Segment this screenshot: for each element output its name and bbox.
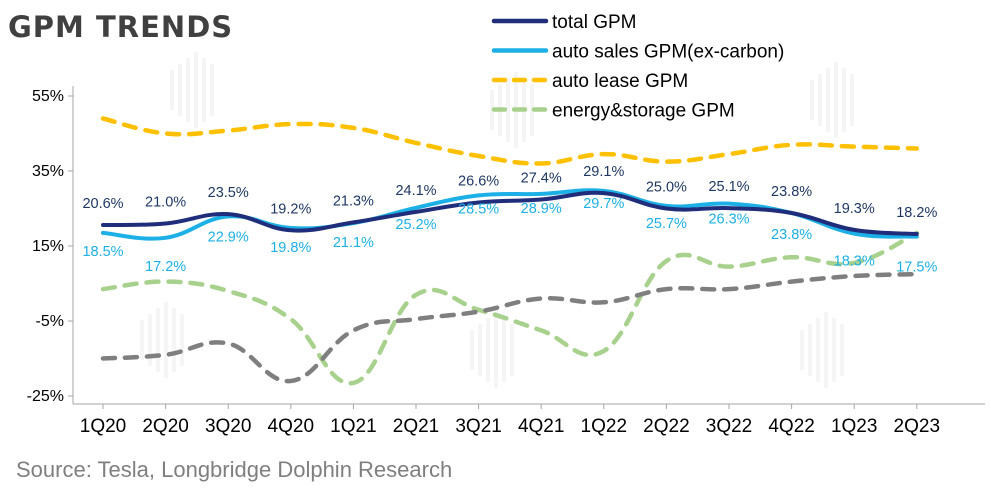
x-tick-label: 3Q20 xyxy=(205,416,251,437)
x-tick-label: 1Q22 xyxy=(581,416,627,437)
data-label: 29.7% xyxy=(583,196,624,212)
data-label: 25.1% xyxy=(708,179,749,195)
series-line-4 xyxy=(100,271,920,384)
x-tick-label: 2Q23 xyxy=(894,416,940,437)
series-lines xyxy=(100,116,920,386)
data-label: 19.3% xyxy=(834,201,875,217)
data-label: 17.5% xyxy=(896,260,937,276)
y-tick-label: 15% xyxy=(32,238,64,255)
x-tick-label: 1Q21 xyxy=(330,416,376,437)
data-label: 21.1% xyxy=(333,235,374,251)
chart-title: GPM TRENDS xyxy=(8,10,234,44)
series-line-3 xyxy=(100,230,920,386)
x-tick-label: 4Q20 xyxy=(268,416,314,437)
legend-label: auto sales GPM(ex-carbon) xyxy=(552,42,784,63)
data-label: 19.8% xyxy=(270,240,311,256)
data-label: 27.4% xyxy=(521,171,562,187)
data-label: 23.8% xyxy=(771,227,812,243)
legend-label: energy&storage GPM xyxy=(552,101,735,122)
data-label: 29.1% xyxy=(583,164,624,180)
data-label: 25.0% xyxy=(646,180,687,196)
data-label: 23.5% xyxy=(208,185,249,201)
data-labels: 20.6% 21.0% 23.5% 19.2% 21.3% 24.1% 26.6% 27.4%… xyxy=(82,164,937,276)
y-tick-label: -25% xyxy=(27,388,64,405)
axes: 55% 35% 15% -5% -25% 1Q20 2Q20 3Q20 4Q20 1Q21 2Q21… xyxy=(27,86,985,437)
data-label: 20.6% xyxy=(82,196,123,212)
source-note: Source: Tesla, Longbridge Dolphin Resear… xyxy=(16,457,453,482)
data-label: 28.5% xyxy=(458,201,499,217)
data-label: 25.2% xyxy=(395,217,436,233)
series-line-0 xyxy=(101,190,919,236)
data-label: 24.1% xyxy=(395,183,436,199)
data-label: 23.8% xyxy=(771,184,812,200)
x-tick-label: 2Q22 xyxy=(643,416,689,437)
x-tick-label: 4Q22 xyxy=(768,416,814,437)
x-tick-label: 1Q20 xyxy=(80,416,126,437)
data-label: 28.9% xyxy=(521,201,562,217)
data-label: 18.5% xyxy=(82,244,123,260)
data-label: 18.3% xyxy=(834,254,875,270)
y-tick-label: 55% xyxy=(32,88,64,105)
series-line-2 xyxy=(100,116,920,166)
x-tick-label: 3Q21 xyxy=(455,416,501,437)
data-label: 19.2% xyxy=(270,201,311,217)
data-label: 25.7% xyxy=(646,216,687,232)
data-label: 18.2% xyxy=(896,205,937,221)
data-label: 21.3% xyxy=(333,193,374,209)
x-tick-label: 3Q22 xyxy=(706,416,752,437)
legend: total GPM auto sales GPM(ex-carbon) auto l… xyxy=(491,12,784,122)
x-tick-label: 2Q21 xyxy=(393,416,439,437)
data-label: 26.3% xyxy=(708,212,749,228)
x-tick-label: 4Q21 xyxy=(518,416,564,437)
x-tick-label: 1Q23 xyxy=(831,416,877,437)
legend-label: auto lease GPM xyxy=(552,71,688,92)
y-tick-label: -5% xyxy=(36,313,64,330)
data-label: 22.9% xyxy=(208,229,249,245)
data-label: 17.2% xyxy=(145,259,186,275)
data-label: 26.6% xyxy=(458,174,499,190)
legend-label: total GPM xyxy=(552,12,636,33)
data-label: 21.0% xyxy=(145,195,186,211)
x-tick-label: 2Q20 xyxy=(142,416,188,437)
y-tick-label: 35% xyxy=(32,163,64,180)
